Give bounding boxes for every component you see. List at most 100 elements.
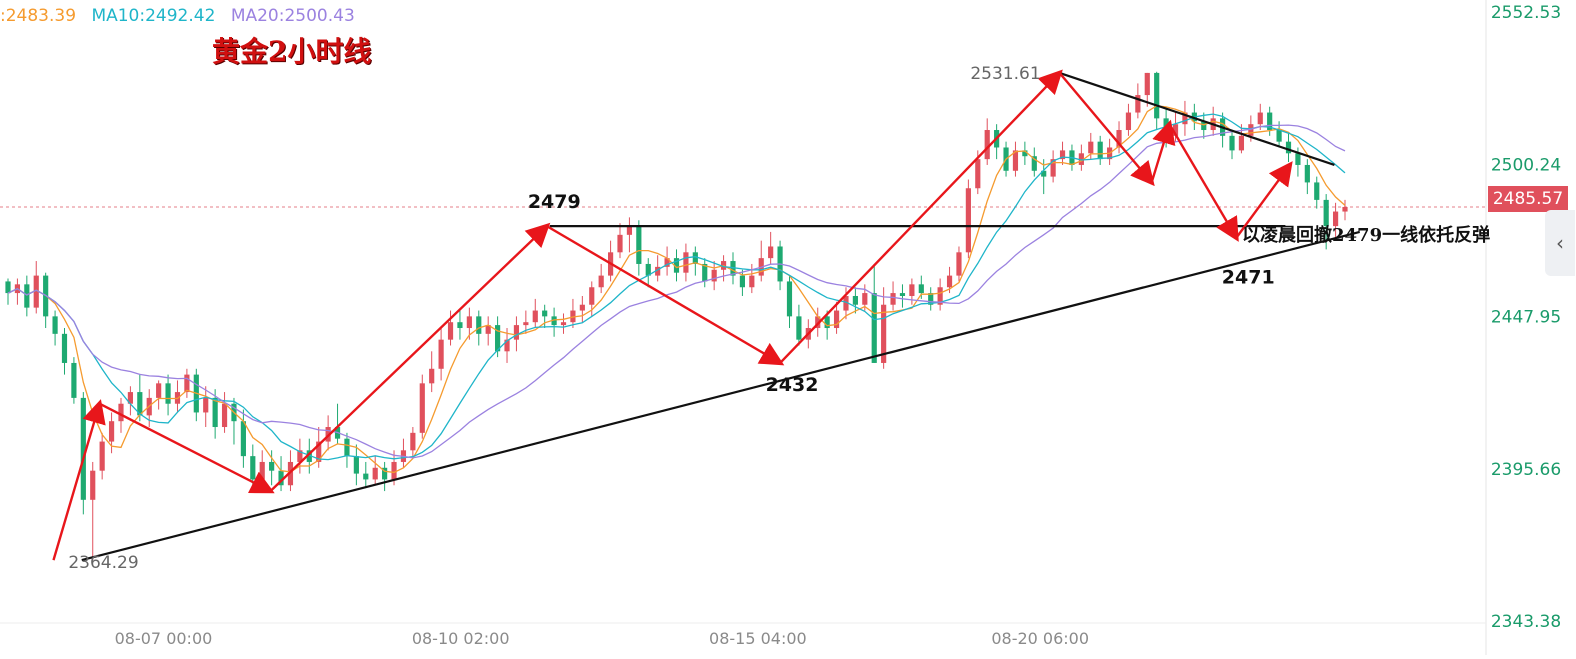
candle-body [438, 339, 444, 369]
candle-body [579, 304, 585, 311]
trend-arrow [546, 225, 785, 366]
candle-body [1267, 112, 1273, 131]
candle-body [739, 275, 745, 288]
candle-body [372, 467, 378, 480]
trend-arrow [99, 402, 275, 494]
candle-body [786, 281, 793, 317]
candle-body [523, 322, 529, 326]
ma-line-ma20 [7, 124, 1346, 459]
candle-body [899, 293, 906, 296]
candle-body [1172, 124, 1179, 136]
candle-body [33, 275, 39, 308]
candle-body [1342, 206, 1348, 212]
high-price-label: 2531.61 [970, 64, 1040, 84]
candle-body [1276, 130, 1282, 142]
candle-body [645, 263, 651, 276]
candle-body [881, 304, 887, 363]
candle-body [815, 316, 821, 329]
candle-body [419, 383, 425, 433]
candle-body [476, 316, 482, 334]
candle-body [1041, 170, 1047, 177]
candle-body [1229, 135, 1235, 151]
ma-legend: :2483.39 MA10:2492.42 MA20:2500.43 [0, 6, 365, 26]
candle-body [156, 383, 162, 398]
level-label-2479: 2479 [528, 191, 581, 213]
candle-body [909, 284, 915, 296]
candle-body [984, 130, 990, 160]
candle-body [240, 421, 246, 457]
annotation-note: 以凌晨回撤2479一线依托反弹 [1242, 225, 1491, 246]
y-tick-label: 2447.95 [1491, 308, 1561, 328]
trend-arrow [1235, 161, 1293, 239]
candle-body [278, 470, 284, 486]
candle-body [1097, 141, 1103, 160]
candle-body [1088, 141, 1094, 154]
candle-body [1248, 124, 1254, 136]
candle-body [1144, 72, 1150, 96]
candle-body [165, 383, 171, 404]
candle-body [636, 226, 642, 264]
candle-body [1078, 153, 1084, 165]
candle-body [711, 269, 717, 282]
candle-body [316, 441, 322, 462]
candle-body [956, 252, 962, 276]
candle-body [1022, 150, 1028, 157]
candle-body [344, 438, 350, 457]
candle-body [287, 461, 294, 486]
candle-body [495, 325, 501, 352]
candle-body [598, 275, 604, 288]
chart-title: 黄金2小时线 [212, 35, 372, 68]
x-tick-label: 08-07 00:00 [115, 629, 213, 648]
candle-body [542, 310, 548, 317]
candle-body [184, 374, 190, 393]
candle-body [353, 456, 359, 474]
candle-body [391, 461, 397, 480]
upper-trendline [1059, 71, 1335, 166]
trend-arrow [269, 222, 551, 492]
candle-body [1125, 112, 1132, 131]
candle-body [589, 287, 595, 305]
candle-body [664, 258, 670, 267]
candle-body [1116, 130, 1122, 148]
candle-body [890, 293, 896, 305]
candle-body [702, 263, 708, 282]
ma-line-ma5 [7, 105, 1346, 474]
candle-body [90, 470, 96, 500]
candle-body [212, 397, 218, 428]
level-label-2471: 2471 [1222, 266, 1275, 288]
side-panel-toggle-button[interactable]: ‹ [1545, 210, 1575, 276]
candle-body [1257, 112, 1263, 125]
candle-body [410, 432, 416, 451]
candle-body [1059, 150, 1066, 160]
candle-body [118, 403, 124, 422]
candle-body [429, 368, 435, 384]
candle-body [1050, 159, 1056, 177]
candle-body [1332, 211, 1339, 227]
candle-body [1201, 121, 1207, 131]
current-price-tag: 2485.57 [1488, 186, 1568, 212]
candle-body [965, 188, 971, 253]
candle-body [843, 295, 849, 311]
candle-body [99, 441, 105, 471]
candle-body [1285, 141, 1292, 154]
candle-body [382, 467, 388, 480]
candle-body [5, 281, 11, 294]
ma-line-ma10 [7, 113, 1346, 461]
candle-body [862, 293, 868, 305]
candle-body [975, 159, 981, 189]
candle-body [108, 421, 115, 442]
candle-body [259, 461, 265, 480]
candle-body [749, 275, 755, 288]
x-tick-label: 08-20 06:00 [991, 629, 1089, 648]
candle-body [833, 310, 840, 329]
candle-body [297, 450, 303, 462]
candle-body [127, 392, 133, 404]
x-tick-label: 08-10 02:00 [412, 629, 510, 648]
candle-body [937, 287, 943, 305]
candle-body [683, 252, 689, 273]
y-tick-label: 2552.53 [1491, 3, 1561, 23]
candle-body [1031, 156, 1037, 171]
level-label-2432: 2432 [766, 374, 819, 396]
